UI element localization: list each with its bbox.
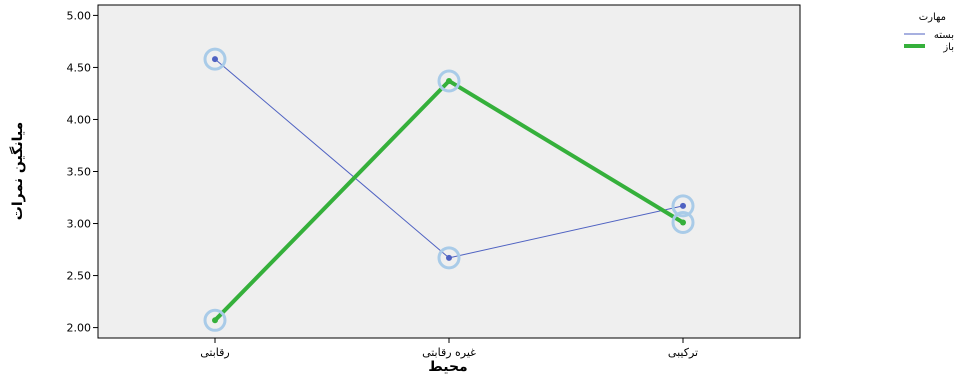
legend: مهارت بسته باز bbox=[904, 12, 954, 53]
y-tick-label: 4.50 bbox=[67, 61, 92, 74]
y-tick-label: 3.00 bbox=[67, 218, 92, 231]
legend-label-series-1: بسته bbox=[934, 30, 954, 41]
legend-label-series-2: باز bbox=[942, 42, 954, 53]
x-tick-label: غیره رقابتی bbox=[422, 346, 476, 359]
y-axis: 5.00 4.50 4.00 3.50 3.00 2.50 2.00 bbox=[67, 9, 98, 335]
y-tick-label: 3.50 bbox=[67, 166, 92, 179]
y-axis-title: میانگین نمرات bbox=[9, 122, 26, 220]
y-tick-label: 2.50 bbox=[67, 270, 92, 283]
data-point-series-1 bbox=[671, 194, 695, 218]
y-tick-label: 2.00 bbox=[67, 322, 92, 335]
x-axis: رقابتی غیره رقابتی ترکیبی bbox=[200, 338, 698, 359]
legend-title: مهارت bbox=[919, 12, 946, 23]
x-tick-label: ترکیبی bbox=[668, 346, 698, 359]
x-tick-label: رقابتی bbox=[200, 346, 229, 359]
y-tick-label: 5.00 bbox=[67, 9, 92, 22]
data-point-series-2 bbox=[437, 69, 461, 93]
data-point-series-2 bbox=[203, 308, 227, 332]
x-axis-title: محیط bbox=[428, 359, 467, 375]
series-layer bbox=[203, 47, 695, 332]
y-tick-label: 4.00 bbox=[67, 113, 92, 126]
data-point-series-1 bbox=[437, 246, 461, 270]
data-point-series-1 bbox=[203, 47, 227, 71]
plot-area bbox=[97, 4, 801, 339]
data-point-series-2 bbox=[671, 210, 695, 234]
